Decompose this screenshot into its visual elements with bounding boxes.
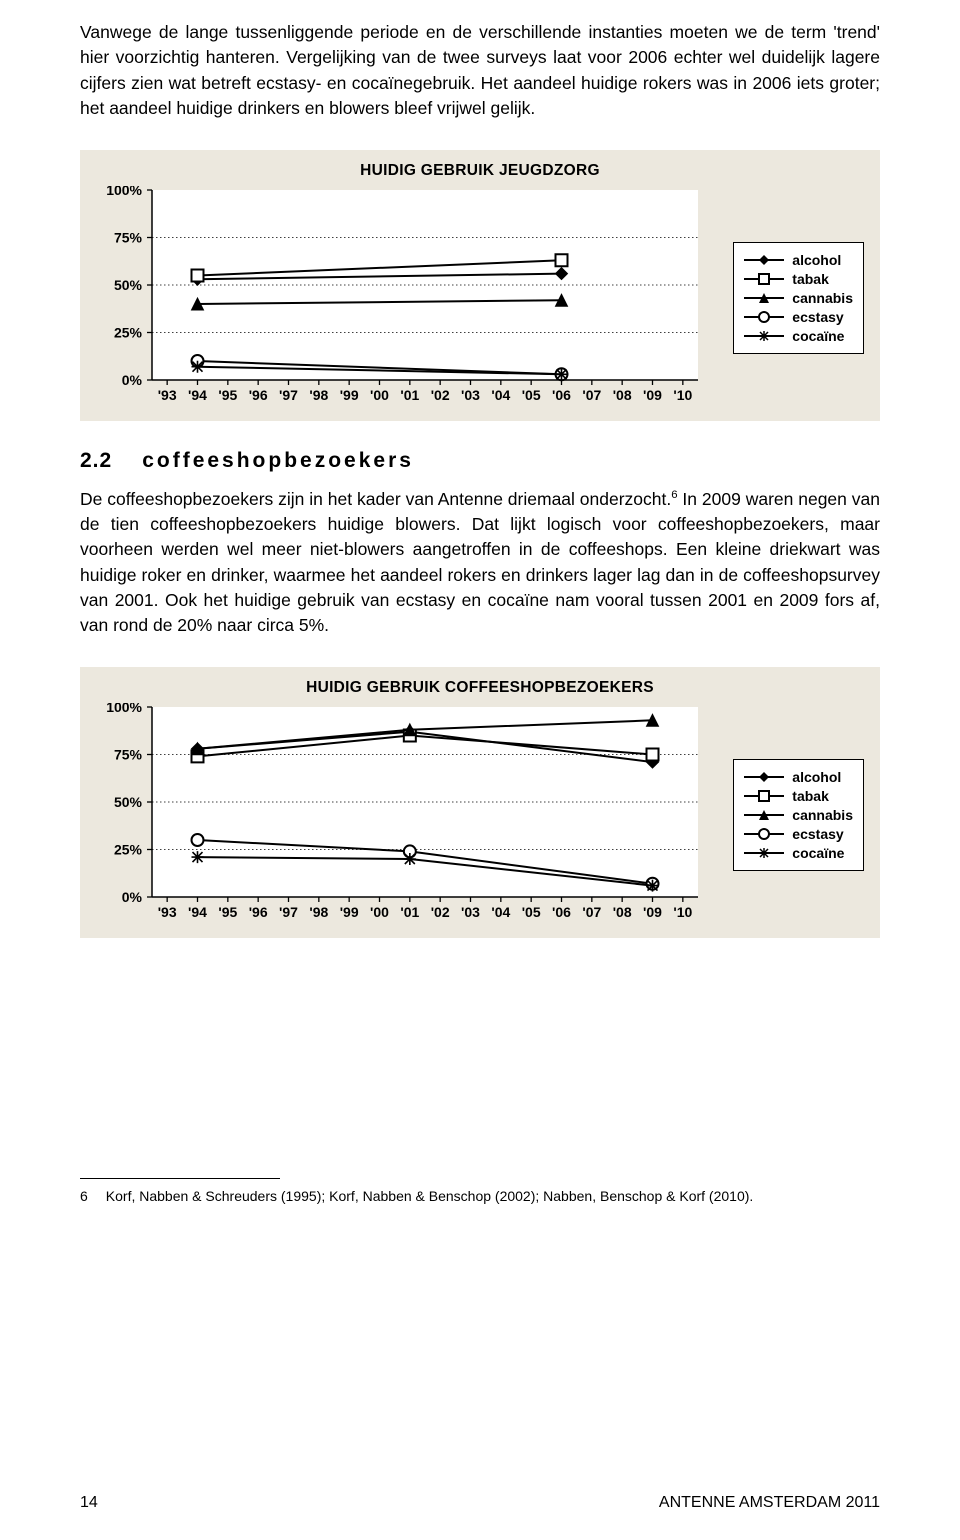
svg-text:'01: '01 [400, 904, 419, 920]
svg-text:'08: '08 [613, 387, 632, 403]
svg-text:'09: '09 [643, 387, 662, 403]
legend-item: alcohol [744, 769, 853, 785]
footnote: 6 Korf, Nabben & Schreuders (1995); Korf… [80, 1187, 880, 1207]
svg-text:'93: '93 [158, 387, 177, 403]
svg-text:'04: '04 [491, 387, 510, 403]
svg-text:'00: '00 [370, 904, 389, 920]
para2-part-b: In 2009 waren negen van de tien coffeesh… [80, 489, 880, 636]
svg-text:'09: '09 [643, 904, 662, 920]
page-footer: 14 ANTENNE AMSTERDAM 2011 [80, 1494, 880, 1512]
chart1-title: HUIDIG GEBRUIK JEUGDZORG [96, 162, 864, 180]
legend-item: alcohol [744, 252, 853, 268]
svg-text:'06: '06 [552, 387, 571, 403]
svg-text:75%: 75% [114, 746, 143, 762]
svg-text:100%: 100% [106, 703, 142, 715]
legend-item: ecstasy [744, 826, 853, 842]
legend-item: tabak [744, 788, 853, 804]
svg-text:100%: 100% [106, 186, 142, 198]
svg-text:'10: '10 [673, 904, 692, 920]
svg-text:'05: '05 [522, 387, 541, 403]
svg-text:25%: 25% [114, 841, 143, 857]
chart-jeugdzorg: HUIDIG GEBRUIK JEUGDZORG 0% 25% 50% 75% 100%… [80, 150, 880, 421]
svg-text:'98: '98 [309, 387, 328, 403]
svg-text:'96: '96 [249, 387, 268, 403]
svg-text:'97: '97 [279, 387, 298, 403]
svg-text:'06: '06 [552, 904, 571, 920]
svg-text:25%: 25% [114, 324, 143, 340]
svg-text:0%: 0% [122, 889, 143, 905]
svg-text:50%: 50% [114, 794, 143, 810]
footnote-number: 6 [80, 1187, 88, 1207]
svg-text:'95: '95 [218, 387, 237, 403]
svg-text:'05: '05 [522, 904, 541, 920]
chart-coffeeshop: HUIDIG GEBRUIK COFFEESHOPBEZOEKERS 0% 25%… [80, 667, 880, 938]
svg-text:'07: '07 [582, 904, 601, 920]
legend-item: ecstasy [744, 309, 853, 325]
footnote-separator [80, 1178, 280, 1179]
svg-text:'03: '03 [461, 387, 480, 403]
svg-text:'97: '97 [279, 904, 298, 920]
svg-text:'02: '02 [431, 387, 450, 403]
svg-text:'99: '99 [340, 904, 359, 920]
svg-text:50%: 50% [114, 277, 143, 293]
paragraph-1: Vanwege de lange tussenliggende periode … [80, 20, 880, 122]
footnote-text: Korf, Nabben & Schreuders (1995); Korf, … [106, 1187, 880, 1207]
para2-part-a: De coffeeshopbezoekers zijn in het kader… [80, 489, 671, 509]
svg-text:'01: '01 [400, 387, 419, 403]
svg-text:'95: '95 [218, 904, 237, 920]
paragraph-2: De coffeeshopbezoekers zijn in het kader… [80, 487, 880, 639]
chart2-title: HUIDIG GEBRUIK COFFEESHOPBEZOEKERS [96, 679, 864, 697]
svg-text:0%: 0% [122, 372, 143, 388]
section-number: 2.2 [80, 449, 112, 472]
svg-text:'02: '02 [431, 904, 450, 920]
svg-text:'08: '08 [613, 904, 632, 920]
legend-item: cannabis [744, 290, 853, 306]
chart1-legend: alcohol tabak cannabis ecstasy cocaïne [733, 242, 864, 354]
svg-text:'07: '07 [582, 387, 601, 403]
svg-text:'00: '00 [370, 387, 389, 403]
doc-title: ANTENNE AMSTERDAM 2011 [659, 1494, 880, 1512]
legend-item: cannabis [744, 807, 853, 823]
svg-text:'94: '94 [188, 904, 207, 920]
svg-text:'98: '98 [309, 904, 328, 920]
svg-text:75%: 75% [114, 229, 143, 245]
chart1-plot: 0% 25% 50% 75% 100% '93 '94 '95 '96 '97 '98 '99 '00 '… [96, 186, 721, 411]
chart2-legend: alcohol tabak cannabis ecstasy cocaïne [733, 759, 864, 871]
svg-text:'04: '04 [491, 904, 510, 920]
svg-text:'96: '96 [249, 904, 268, 920]
legend-item: cocaïne [744, 328, 853, 344]
legend-item: tabak [744, 271, 853, 287]
chart2-plot: 0% 25% 50% 75% 100% '93 '94 '95 '96 '97 '98 '99 '00 '… [96, 703, 721, 928]
svg-text:'10: '10 [673, 387, 692, 403]
page-number: 14 [80, 1494, 98, 1512]
svg-text:'94: '94 [188, 387, 207, 403]
section-title: coffeeshopbezoekers [142, 449, 414, 472]
svg-text:'03: '03 [461, 904, 480, 920]
svg-text:'93: '93 [158, 904, 177, 920]
svg-text:'99: '99 [340, 387, 359, 403]
section-heading: 2.2 coffeeshopbezoekers [80, 449, 880, 473]
legend-item: cocaïne [744, 845, 853, 861]
